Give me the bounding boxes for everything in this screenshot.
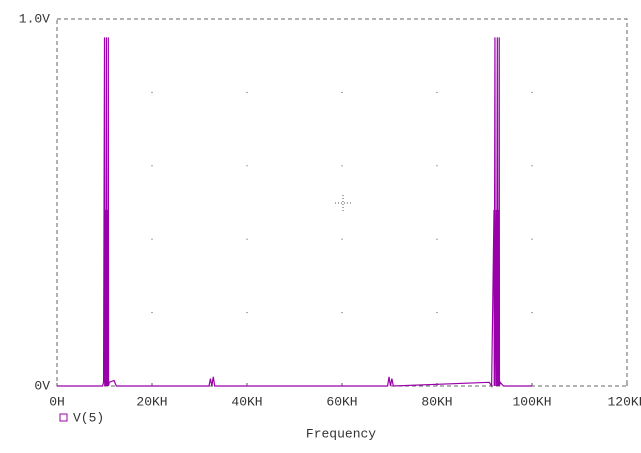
x-tick-label: 40KH — [231, 394, 262, 409]
grid-dot — [151, 91, 153, 93]
legend-swatch — [59, 413, 68, 422]
grid-dot — [246, 238, 248, 240]
grid-dot — [246, 165, 248, 167]
grid-dot — [531, 91, 533, 93]
x-tick-label: 120KH — [607, 394, 641, 409]
y-tick-label: 1.0V — [19, 11, 50, 26]
x-tick-label: 60KH — [326, 394, 357, 409]
grid-dot — [436, 91, 438, 93]
grid-dot — [246, 312, 248, 314]
x-tick-label: 0H — [49, 394, 65, 409]
grid-dot — [531, 238, 533, 240]
grid-dot — [341, 165, 343, 167]
x-tick-label: 20KH — [136, 394, 167, 409]
grid-dot — [341, 91, 343, 93]
series-line — [57, 37, 532, 388]
grid-dot — [436, 165, 438, 167]
grid-dot — [341, 238, 343, 240]
grid-dot — [151, 165, 153, 167]
grid-dot — [151, 238, 153, 240]
grid-dot — [151, 312, 153, 314]
grid-dot — [531, 312, 533, 314]
grid-dot — [436, 312, 438, 314]
legend-label: V(5) — [73, 410, 104, 425]
x-axis-label: Frequency — [306, 426, 376, 441]
cursor-cross — [335, 195, 351, 211]
x-tick-label: 100KH — [512, 394, 551, 409]
grid-dot — [341, 312, 343, 314]
grid-dot — [436, 238, 438, 240]
grid-dot — [531, 165, 533, 167]
y-tick-label: 0V — [34, 378, 50, 393]
x-tick-label: 80KH — [421, 394, 452, 409]
grid-dot — [246, 91, 248, 93]
